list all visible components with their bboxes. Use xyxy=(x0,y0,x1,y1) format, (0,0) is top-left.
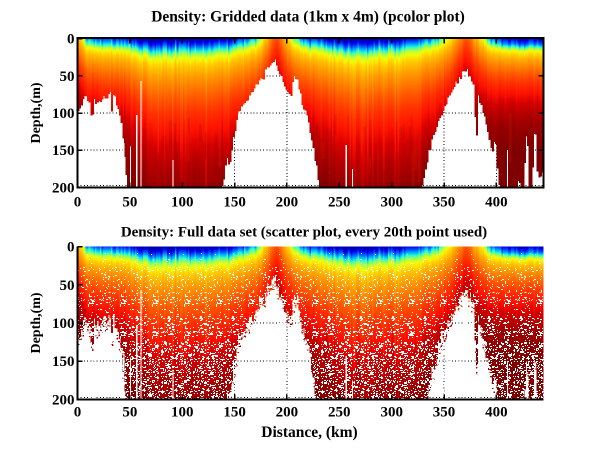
svg-text:50: 50 xyxy=(60,69,75,85)
svg-text:350: 350 xyxy=(433,405,456,421)
svg-text:250: 250 xyxy=(328,195,351,211)
svg-text:Density: Gridded data (1km x 4: Density: Gridded data (1km x 4m) (pcolor… xyxy=(151,9,465,26)
svg-text:300: 300 xyxy=(380,405,403,421)
svg-text:100: 100 xyxy=(171,405,194,421)
svg-text:50: 50 xyxy=(122,195,137,211)
svg-text:300: 300 xyxy=(380,195,403,211)
svg-text:0: 0 xyxy=(74,405,82,421)
svg-text:Distance, (km): Distance, (km) xyxy=(261,424,357,441)
svg-text:150: 150 xyxy=(52,354,75,370)
svg-text:250: 250 xyxy=(328,405,351,421)
svg-text:150: 150 xyxy=(52,143,75,159)
svg-text:0: 0 xyxy=(67,32,75,48)
svg-text:100: 100 xyxy=(171,195,194,211)
svg-text:400: 400 xyxy=(485,195,508,211)
svg-text:50: 50 xyxy=(122,405,137,421)
svg-text:0: 0 xyxy=(74,195,82,211)
svg-text:350: 350 xyxy=(433,195,456,211)
svg-text:200: 200 xyxy=(52,393,75,409)
svg-text:50: 50 xyxy=(60,278,75,294)
svg-text:400: 400 xyxy=(485,405,508,421)
svg-text:100: 100 xyxy=(52,316,75,332)
svg-text:200: 200 xyxy=(276,195,299,211)
svg-text:200: 200 xyxy=(52,181,75,197)
svg-text:Depth,(m): Depth,(m) xyxy=(29,82,44,143)
svg-text:100: 100 xyxy=(52,106,75,122)
svg-text:Depth,(m): Depth,(m) xyxy=(29,292,44,353)
svg-text:150: 150 xyxy=(223,195,246,211)
svg-text:150: 150 xyxy=(223,405,246,421)
svg-text:0: 0 xyxy=(67,240,75,256)
svg-text:200: 200 xyxy=(276,405,299,421)
svg-text:Density: Full data set (scatte: Density: Full data set (scatter plot, ev… xyxy=(121,225,487,241)
